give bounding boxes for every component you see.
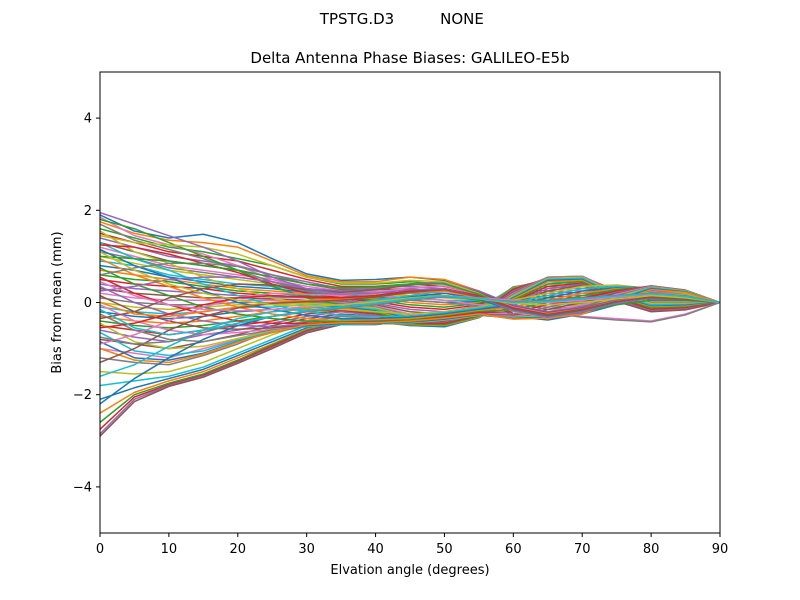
figure-suptitle-right: NONE	[440, 10, 484, 28]
x-axis: 0 10 20 30 40 50 60 70 80 90	[96, 533, 728, 557]
x-tick-label: 0	[96, 542, 104, 557]
y-tick-label: 0	[84, 296, 92, 311]
x-tick-label: 60	[505, 542, 522, 557]
y-axis-label: Bias from mean (mm)	[50, 231, 65, 373]
x-tick-label: 40	[367, 542, 384, 557]
y-tick-label: −4	[73, 480, 92, 495]
series-line-41	[100, 248, 720, 320]
series-line-40	[100, 241, 720, 318]
y-tick-label: 2	[84, 204, 92, 219]
x-tick-label: 80	[643, 542, 660, 557]
series-line-70	[100, 292, 720, 336]
x-axis-label: Elvation angle (degrees)	[330, 563, 489, 578]
y-tick-label: −2	[73, 388, 92, 403]
series-line-42	[100, 258, 720, 322]
series-line-69	[100, 251, 720, 307]
series-line-63	[100, 255, 720, 317]
series-group	[100, 211, 720, 437]
x-tick-label: 10	[161, 542, 178, 557]
series-line-33	[100, 281, 720, 423]
plot-area	[99, 71, 721, 534]
x-tick-label: 30	[298, 542, 315, 557]
chart-title: Delta Antenna Phase Biases: GALILEO-E5b	[250, 49, 569, 67]
y-tick-label: 4	[84, 112, 92, 127]
x-tick-label: 50	[436, 542, 453, 557]
x-tick-label: 20	[230, 542, 247, 557]
x-tick-label: 90	[712, 542, 729, 557]
series-line-65	[100, 211, 720, 318]
figure-suptitle-left: TPSTG.D3	[319, 10, 394, 28]
x-tick-label: 70	[574, 542, 591, 557]
y-axis: −4 −2 0 2 4	[73, 112, 100, 495]
series-line-66	[100, 288, 720, 364]
